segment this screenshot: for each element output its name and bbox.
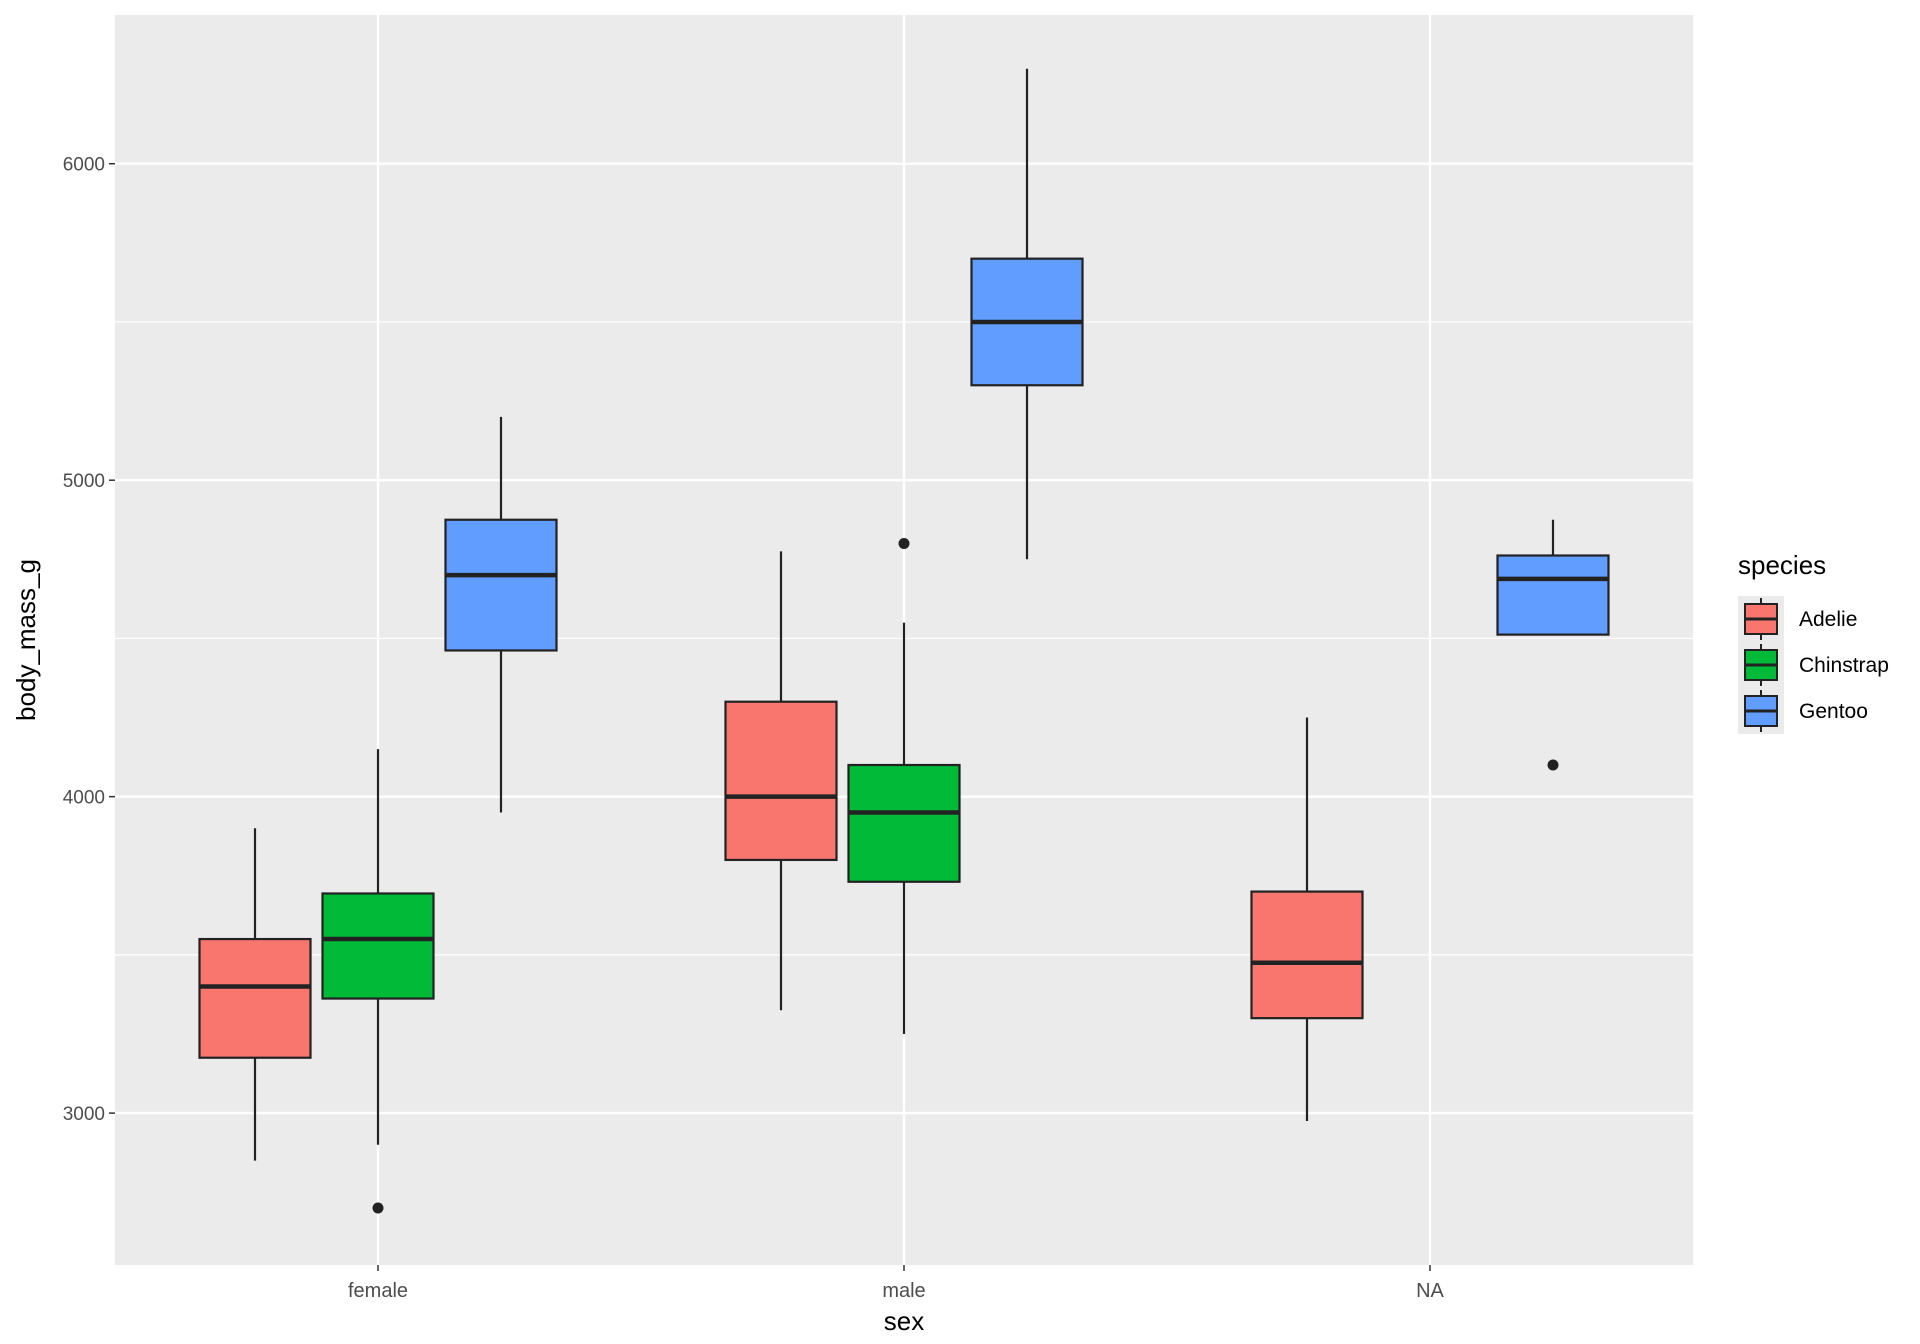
box-female-chinstrap <box>321 749 435 1214</box>
box-male-gentoo <box>970 68 1084 560</box>
box-iqr <box>444 518 558 652</box>
y-tick-label: 6000 <box>63 155 105 176</box>
box-male-adelie <box>724 551 838 1011</box>
legend-item-gentoo: Gentoo <box>1738 688 1868 734</box>
box-NA-adelie <box>1250 717 1364 1122</box>
outlier-point <box>898 537 910 549</box>
x-tick-label: NA <box>1416 1280 1444 1302</box>
legend-title: species <box>1738 550 1826 580</box>
x-axis-title: sex <box>884 1306 924 1336</box>
outlier-point <box>372 1202 384 1214</box>
box-iqr <box>321 892 435 1000</box>
legend-label: Adelie <box>1799 608 1857 631</box>
box-iqr <box>724 700 838 862</box>
x-tick-label: male <box>882 1280 925 1302</box>
box-male-chinstrap <box>847 537 961 1034</box>
legend-label: Gentoo <box>1799 700 1868 723</box>
legend: species Adelie Chinstrap Gentoo <box>1738 550 1889 734</box>
x-tick-label: female <box>348 1280 408 1302</box>
y-axis-title: body_mass_g <box>11 559 41 721</box>
box-iqr <box>198 937 312 1059</box>
y-tick-label: 5000 <box>63 471 105 492</box>
box-NA-gentoo <box>1496 519 1610 771</box>
x-axis-ticks: female male NA <box>348 1265 1445 1302</box>
legend-label: Chinstrap <box>1799 654 1889 677</box>
box-iqr <box>1250 890 1364 1020</box>
box-iqr <box>847 763 961 883</box>
legend-item-chinstrap: Chinstrap <box>1738 642 1889 688</box>
box-iqr <box>1496 554 1610 636</box>
box-female-adelie <box>198 828 312 1161</box>
box-layer <box>198 68 1610 1214</box>
box-female-gentoo <box>444 416 558 813</box>
y-axis-ticks: 3000 4000 5000 6000 <box>63 155 115 1125</box>
y-tick-label: 4000 <box>63 788 105 809</box>
outlier-point <box>1547 759 1559 771</box>
y-tick-label: 3000 <box>63 1104 105 1125</box>
legend-item-adelie: Adelie <box>1738 596 1857 642</box>
